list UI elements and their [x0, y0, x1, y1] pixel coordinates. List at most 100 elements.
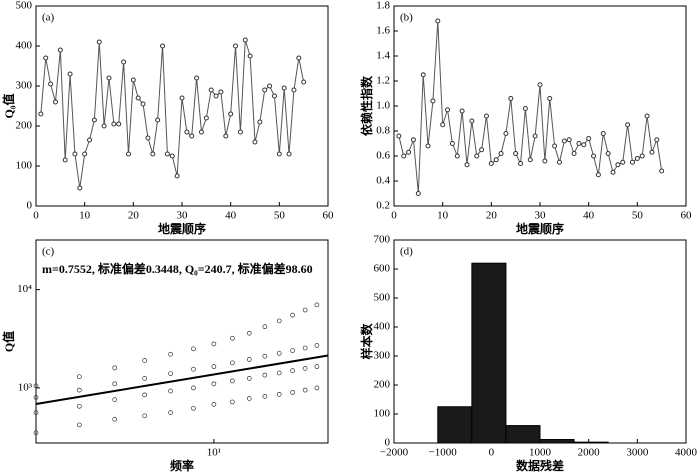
- point: [435, 18, 441, 24]
- y-tick-label: 1.0: [376, 100, 390, 112]
- point: [527, 157, 533, 163]
- point: [518, 161, 524, 166]
- y-tick-label: 100: [16, 160, 33, 172]
- annotation: m=0.7552, 标准偏差0.3448, Q₀=240.7, 标准偏差98.6…: [42, 261, 313, 276]
- point: [445, 107, 451, 113]
- point: [503, 131, 509, 136]
- point: [290, 368, 295, 373]
- point: [302, 387, 308, 393]
- point: [267, 83, 273, 89]
- point: [271, 93, 277, 99]
- point: [33, 395, 39, 400]
- point: [125, 151, 131, 157]
- y-axis-label: 依赖性指数: [359, 75, 374, 136]
- point: [488, 161, 494, 166]
- point: [198, 129, 204, 135]
- point: [150, 151, 156, 157]
- panel-label: (b): [400, 12, 413, 24]
- point: [142, 358, 147, 363]
- point: [276, 391, 282, 397]
- y-axis-label: Q₀值: [1, 94, 16, 119]
- point: [425, 143, 431, 149]
- point: [211, 364, 217, 369]
- x-tick-label: 10: [437, 210, 449, 222]
- x-tick-label: 10: [79, 210, 91, 222]
- point: [290, 312, 295, 318]
- point: [247, 53, 253, 59]
- point: [281, 85, 287, 91]
- x-tick-label: 30: [535, 210, 547, 222]
- point: [111, 121, 117, 127]
- point: [591, 153, 597, 159]
- point: [230, 378, 235, 384]
- point: [160, 43, 166, 49]
- point: [276, 151, 282, 157]
- point: [112, 381, 118, 387]
- y-tick-label: 10³: [18, 381, 33, 393]
- point: [454, 153, 460, 159]
- point: [508, 96, 514, 101]
- point: [184, 129, 190, 135]
- x-tick-label: −2000: [380, 447, 409, 459]
- point: [483, 113, 489, 119]
- point: [600, 131, 606, 136]
- point: [430, 98, 436, 104]
- point: [586, 136, 592, 141]
- point: [469, 118, 475, 124]
- point: [276, 350, 282, 356]
- y-tick-label: 300: [374, 350, 391, 362]
- point: [537, 82, 543, 88]
- y-tick-label: 0.2: [376, 200, 390, 212]
- point: [228, 111, 234, 117]
- point: [556, 159, 562, 165]
- point: [62, 157, 68, 163]
- panel-label: (c): [42, 246, 55, 258]
- point: [142, 413, 147, 419]
- point: [629, 159, 635, 165]
- point: [174, 173, 180, 179]
- point: [191, 385, 196, 391]
- point: [410, 137, 416, 143]
- x-tick-label: 60: [323, 210, 335, 222]
- x-tick-label: 50: [632, 210, 644, 222]
- y-tick-label: 400: [374, 321, 391, 333]
- point: [314, 302, 320, 308]
- point: [654, 137, 660, 143]
- panel-label: (a): [42, 12, 55, 24]
- x-axis-label: 频率: [170, 458, 194, 473]
- point: [301, 79, 307, 85]
- point: [615, 162, 621, 168]
- point: [230, 335, 235, 341]
- y-axis-label: Q值: [1, 331, 16, 352]
- x-axis-label: 地震顺序: [516, 221, 564, 236]
- y-tick-label: 10⁴: [17, 283, 32, 295]
- point: [634, 156, 640, 161]
- point: [440, 122, 446, 128]
- point: [168, 351, 173, 357]
- y-tick-label: 1.6: [376, 25, 390, 37]
- point: [262, 324, 268, 330]
- series-line: [398, 20, 663, 194]
- point: [302, 345, 308, 351]
- point: [547, 96, 553, 101]
- point: [246, 396, 252, 401]
- x-tick-label: 1000: [529, 447, 552, 459]
- y-tick-label: 0: [27, 200, 33, 212]
- point: [595, 172, 601, 178]
- point: [474, 153, 480, 159]
- point: [230, 360, 235, 366]
- point: [314, 385, 320, 391]
- y-tick-label: 200: [16, 120, 33, 132]
- y-tick-label: 500: [16, 0, 33, 12]
- point: [116, 121, 122, 127]
- point: [581, 142, 587, 148]
- point: [33, 410, 39, 415]
- point: [112, 416, 118, 422]
- point: [76, 387, 82, 393]
- point: [479, 147, 485, 153]
- point: [211, 341, 217, 347]
- y-tick-label: 100: [374, 408, 391, 420]
- point: [67, 71, 73, 77]
- point: [223, 133, 229, 139]
